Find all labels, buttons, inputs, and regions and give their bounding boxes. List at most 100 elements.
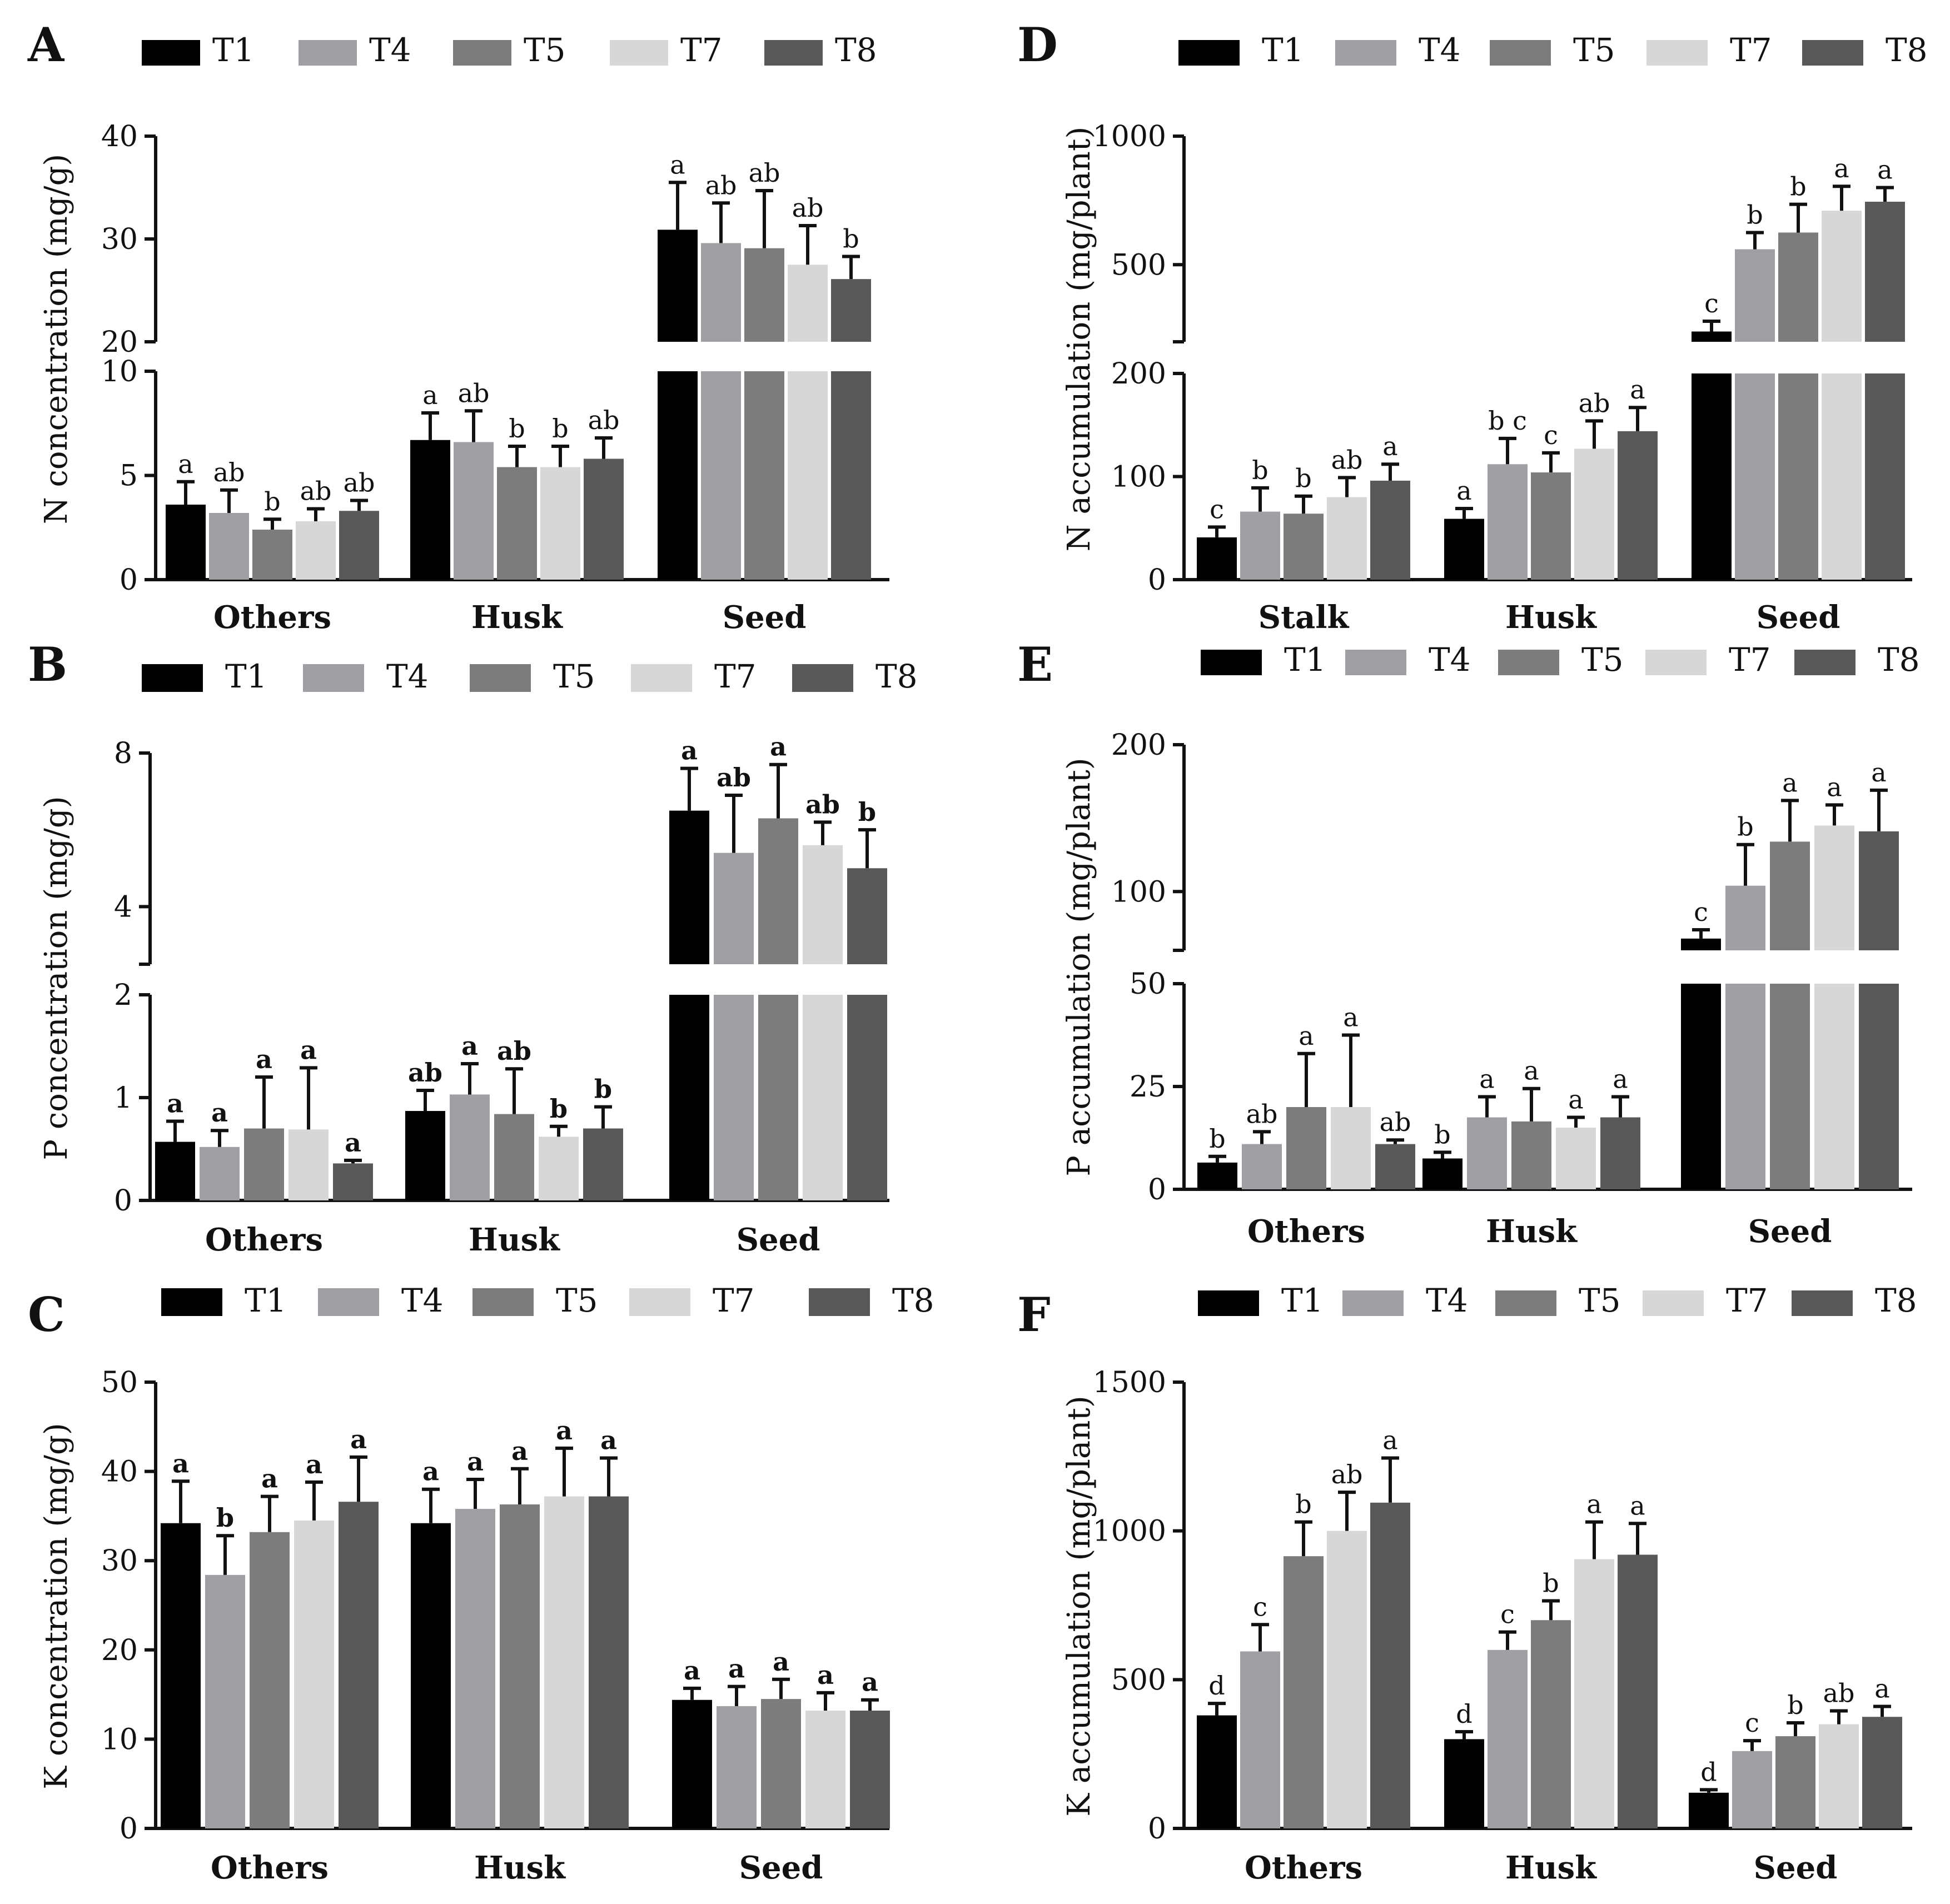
- bar-t7: [1574, 448, 1614, 580]
- significance-label: a: [1613, 1064, 1628, 1094]
- bar-t5: [244, 1128, 284, 1200]
- y-tick-label: 1500: [1093, 1366, 1166, 1399]
- significance-label: b: [1787, 1690, 1803, 1720]
- significance-label: b: [594, 1074, 612, 1104]
- significance-label: a: [817, 1660, 834, 1690]
- chart-panel-e: E T1 T4 T5 T7 T8 P accumulation (mg/plant) 0 25 5…: [1017, 637, 1920, 1250]
- x-category-label: Husk: [1505, 1850, 1597, 1886]
- bar-t8: [339, 511, 379, 580]
- legend-label-t7: T7: [1729, 641, 1771, 679]
- significance-label: b: [1737, 812, 1753, 842]
- x-category-label: Others: [205, 1222, 323, 1258]
- significance-label: a: [600, 1425, 617, 1456]
- significance-label: a: [172, 1448, 189, 1478]
- y-tick-label: 5: [120, 460, 138, 493]
- panel-letter: D: [1017, 17, 1058, 72]
- y-tick-label: 0: [120, 564, 138, 597]
- legend-label-t5: T5: [1579, 1282, 1621, 1319]
- legend-label-t7: T7: [1726, 1282, 1768, 1319]
- bar-t4: [1488, 464, 1528, 580]
- bar-t4: [1725, 885, 1765, 950]
- legend-label-t1: T1: [245, 1282, 287, 1319]
- significance-label: a: [728, 1654, 745, 1684]
- bar-t4: [205, 1574, 245, 1828]
- legend-label-t8: T8: [1875, 1282, 1917, 1319]
- bar-t8: [1862, 1717, 1902, 1828]
- significance-label: a: [670, 149, 685, 180]
- legend-swatch-t4: [303, 664, 364, 692]
- legend-label-t4: T4: [369, 31, 411, 69]
- legend-swatch-t1: [1178, 40, 1240, 66]
- bar-t1: [1444, 519, 1484, 580]
- bar-t5: [1775, 1736, 1815, 1828]
- bar-t8: [339, 1502, 379, 1828]
- bar-t7-lower: [803, 995, 843, 1200]
- axes: 0 10 20 30 40 50: [101, 1366, 889, 1846]
- significance-label: a: [1343, 1003, 1358, 1033]
- legend-label-t8: T8: [875, 657, 918, 695]
- bar-t1: [410, 440, 450, 580]
- legend-label-t1: T1: [1284, 641, 1326, 679]
- y-tick-label: 500: [1111, 1663, 1166, 1697]
- legend-swatch-t4: [1335, 40, 1396, 66]
- significance-label: b: [1295, 463, 1311, 494]
- x-category-label: Seed: [723, 599, 807, 636]
- significance-label: b: [552, 413, 568, 443]
- bar-t1: [1692, 331, 1732, 342]
- significance-label: a: [1524, 1056, 1539, 1086]
- bar-t5: [1531, 1620, 1571, 1828]
- bar-t4: [1240, 1651, 1280, 1828]
- legend-swatch-t8: [809, 1288, 870, 1316]
- significance-label: b: [1747, 200, 1763, 230]
- legend-swatch-t7: [1646, 40, 1708, 66]
- chart-panel-d: D T1 T4 T5 T7 T8 N accumulation (mg/plant) 0 100…: [1017, 17, 1928, 636]
- bar-t1: [658, 230, 698, 342]
- y-axis-label: K concentration (mg/g): [38, 1423, 74, 1789]
- legend-swatch-t5: [472, 1288, 534, 1316]
- significance-label: b: [1790, 172, 1806, 202]
- legend-swatch-t8: [1794, 650, 1856, 675]
- x-category-label: Husk: [1505, 599, 1597, 636]
- legend-swatch-t8: [764, 40, 823, 66]
- legend-label-t5: T5: [553, 657, 595, 695]
- y-tick-label: 0: [1148, 1173, 1166, 1207]
- bar-t5: [497, 467, 537, 580]
- significance-label: a: [467, 1447, 484, 1477]
- legend-swatch-t4: [318, 1288, 379, 1316]
- bar-t4: [1467, 1117, 1507, 1189]
- bar-t8: [1618, 431, 1658, 580]
- bar-t4: [1240, 511, 1280, 580]
- bar-t1: [1197, 1162, 1237, 1189]
- bar-t5: [252, 530, 292, 580]
- legend-swatch-t5: [1495, 1290, 1556, 1316]
- x-category-label: Seed: [1754, 1850, 1838, 1886]
- significance-label: b: [1434, 1119, 1450, 1149]
- bar-t5: [250, 1532, 290, 1828]
- bar-t1-lower: [1681, 984, 1721, 1189]
- bar-t4: [455, 1509, 495, 1828]
- legend-label-t8: T8: [892, 1282, 934, 1319]
- significance-label: a: [1827, 772, 1842, 802]
- y-tick-label: 0: [120, 1812, 138, 1846]
- legend-label-t4: T4: [1426, 1282, 1468, 1319]
- legend-label-t1: T1: [225, 657, 267, 695]
- bar-t5: [1284, 1556, 1324, 1828]
- significance-label: b: [216, 1503, 234, 1533]
- legend-label-t4: T4: [1419, 31, 1461, 69]
- significance-label: b: [1543, 1568, 1559, 1598]
- bar-t1: [1681, 938, 1721, 950]
- bar-t4: [209, 513, 249, 580]
- y-tick-label: 4: [114, 890, 132, 924]
- legend-label-t4: T4: [1429, 641, 1471, 679]
- x-category-label: Husk: [474, 1850, 566, 1886]
- y-tick-label: 0: [1148, 1812, 1166, 1846]
- legend-swatch-t5: [453, 40, 511, 66]
- bar-t4: [701, 243, 741, 342]
- bar-t8: [1618, 1554, 1658, 1828]
- y-tick-label: 50: [101, 1366, 138, 1399]
- significance-label: a: [350, 1424, 367, 1454]
- significance-label: c: [1253, 1592, 1267, 1622]
- legend-label-t5: T5: [556, 1282, 598, 1319]
- significance-label: ab: [1331, 1459, 1363, 1489]
